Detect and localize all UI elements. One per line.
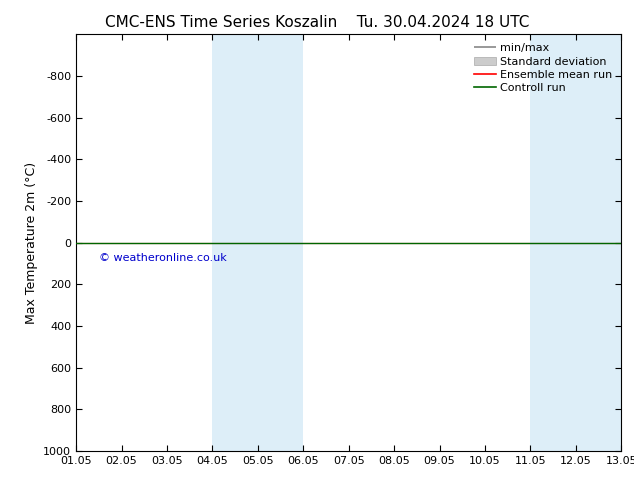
Legend: min/max, Standard deviation, Ensemble mean run, Controll run: min/max, Standard deviation, Ensemble me…	[470, 40, 616, 97]
Text: CMC-ENS Time Series Koszalin    Tu. 30.04.2024 18 UTC: CMC-ENS Time Series Koszalin Tu. 30.04.2…	[105, 15, 529, 30]
Bar	[576, 34, 621, 451]
Bar	[212, 34, 258, 451]
Bar	[258, 34, 303, 451]
Bar	[531, 34, 576, 451]
Y-axis label: Max Temperature 2m (°C): Max Temperature 2m (°C)	[25, 162, 37, 323]
Text: © weatheronline.co.uk: © weatheronline.co.uk	[99, 253, 226, 263]
